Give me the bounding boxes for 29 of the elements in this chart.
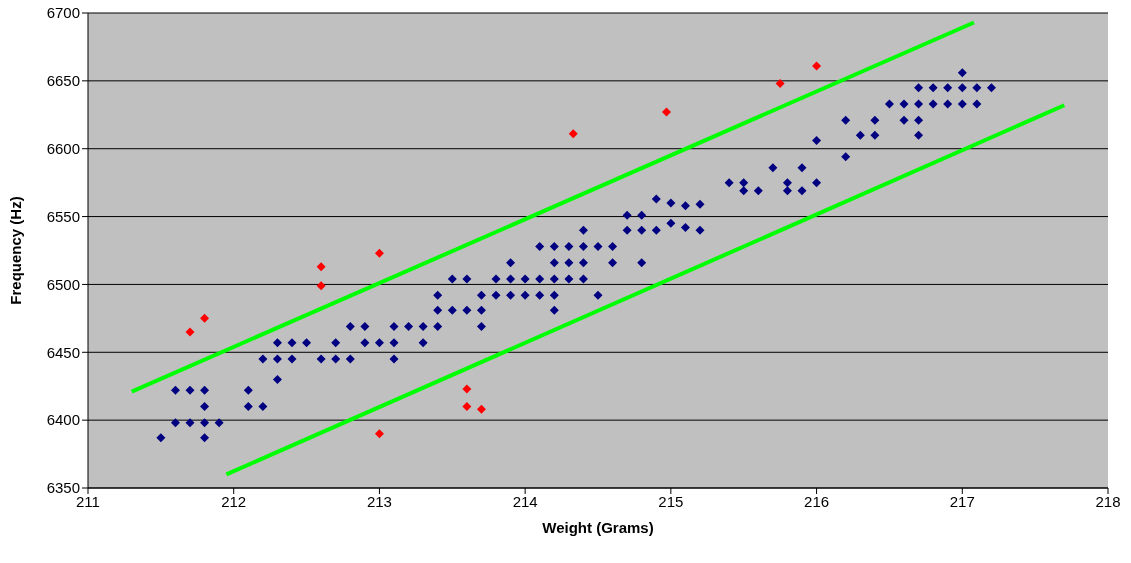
point <box>812 61 822 71</box>
point <box>568 129 578 139</box>
x-axis-title: Weight (Grams) <box>542 519 654 536</box>
y-tick-label: 6400 <box>46 411 80 429</box>
y-tick-label: 6650 <box>46 72 80 90</box>
point <box>775 79 785 89</box>
y-tick-label: 6700 <box>46 4 80 22</box>
x-tick-label: 212 <box>221 492 247 510</box>
y-tick-label: 6450 <box>46 343 80 361</box>
y-tick-label: 6550 <box>46 207 80 225</box>
y-tick-label: 6600 <box>46 140 80 158</box>
point <box>661 107 671 117</box>
point <box>374 429 384 439</box>
x-tick-label: 217 <box>949 492 975 510</box>
point <box>200 313 210 323</box>
x-tick-label: 214 <box>512 492 538 510</box>
x-tick-label: 218 <box>1095 492 1121 510</box>
x-tick-label: 216 <box>804 492 830 510</box>
x-tick-label: 213 <box>366 492 392 510</box>
point <box>316 281 326 291</box>
point <box>374 248 384 258</box>
point <box>185 327 195 337</box>
point <box>462 384 472 394</box>
point <box>316 262 326 272</box>
point <box>462 402 472 412</box>
y-axis-title: Frequency (Hz) <box>7 196 25 305</box>
x-tick-label: 215 <box>658 492 684 510</box>
point <box>476 404 486 414</box>
y-tick-label: 6500 <box>46 275 80 293</box>
